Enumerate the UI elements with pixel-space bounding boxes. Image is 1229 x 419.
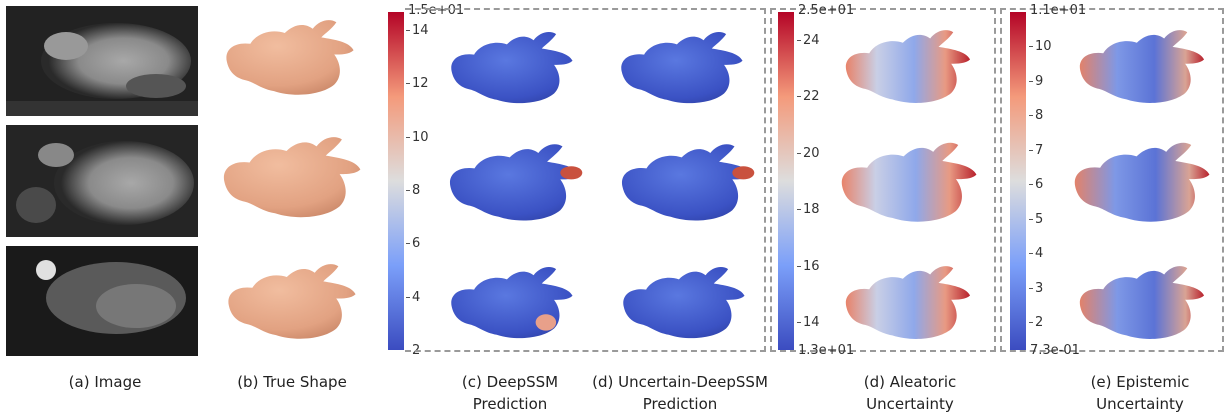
epistemic-colorbar-tick-label: 7: [1035, 143, 1044, 158]
epistemic-colorbar-tick-label: 3: [1035, 281, 1044, 296]
epistemic-colorbar-tick-label: 9: [1035, 74, 1044, 89]
aleatoric-colorbar-bottom-label: 1.3e+01: [798, 343, 855, 358]
prediction-colorbar-tick-label: 10: [412, 130, 429, 145]
prediction-colorbar-tickmark: [406, 83, 410, 84]
caption-epistemic-line1: (e) Epistemic: [1090, 373, 1190, 391]
epistemic-colorbar-top-label: 1.1e+01: [1030, 3, 1087, 18]
caption-uncertain-line2: Prediction: [642, 395, 718, 413]
aleatoric-colorbar-tickmark: [797, 266, 801, 267]
mri-image-2: [6, 125, 198, 237]
epistemic-frame: [1000, 8, 1224, 352]
epistemic-shape-2: [1066, 140, 1214, 232]
aleatoric-colorbar-tick-label: 18: [803, 202, 820, 217]
mri-image-3: [6, 246, 198, 356]
epistemic-colorbar-tick-label: 2: [1035, 315, 1044, 330]
aleatoric-colorbar-top-label: 2.5e+01: [798, 3, 855, 18]
aleatoric-colorbar: [778, 12, 794, 350]
uncertain-deepssm-shape-2: [610, 142, 760, 230]
caption-uncertain-line1: (d) Uncertain-DeepSSM: [592, 373, 768, 391]
epistemic-colorbar-tickmark: [1029, 184, 1033, 185]
epistemic-colorbar-tickmark: [1029, 322, 1033, 323]
true-shape-1: [218, 18, 358, 104]
aleatoric-shape-3: [836, 264, 976, 348]
prediction-colorbar-top-label: 1.5e+01: [408, 3, 465, 18]
epistemic-colorbar-tick-label: 10: [1035, 39, 1052, 54]
epistemic-colorbar-tickmark: [1029, 81, 1033, 82]
aleatoric-colorbar-tickmark: [797, 96, 801, 97]
aleatoric-shape-1: [836, 28, 976, 112]
aleatoric-colorbar-tick-label: 20: [803, 146, 820, 161]
prediction-colorbar-tick-label: 8: [412, 183, 421, 198]
epistemic-shape-3: [1070, 264, 1210, 348]
prediction-colorbar-tick-label: 4: [412, 290, 421, 305]
aleatoric-colorbar-tickmark: [797, 40, 801, 41]
epistemic-colorbar-tickmark: [1029, 288, 1033, 289]
uncertain-deepssm-shape-1: [610, 30, 750, 112]
prediction-colorbar-tickmark: [406, 243, 410, 244]
caption-image: (a) Image: [68, 373, 142, 391]
epistemic-colorbar: [1010, 12, 1026, 350]
prediction-frame: [405, 8, 766, 352]
epistemic-colorbar-tick-label: 5: [1035, 212, 1044, 227]
deepssm-shape-2: [438, 142, 588, 230]
epistemic-colorbar-tick-label: 4: [1035, 246, 1044, 261]
prediction-colorbar-tick-label: 6: [412, 236, 421, 251]
prediction-colorbar-tick-label: 14: [412, 23, 429, 38]
true-shape-3: [220, 262, 360, 348]
epistemic-colorbar-tick-label: 8: [1035, 108, 1044, 123]
prediction-colorbar-tickmark: [406, 30, 410, 31]
deepssm-shape-3: [440, 265, 580, 347]
prediction-colorbar-tickmark: [406, 190, 410, 191]
aleatoric-colorbar-tickmark: [797, 153, 801, 154]
uncertain-deepssm-shape-3: [612, 265, 752, 347]
prediction-colorbar-tick-label: 12: [412, 76, 429, 91]
aleatoric-colorbar-tick-label: 24: [803, 33, 820, 48]
aleatoric-colorbar-tickmark: [797, 209, 801, 210]
epistemic-shape-1: [1070, 28, 1210, 112]
aleatoric-colorbar-tick-label: 22: [803, 89, 820, 104]
caption-aleatoric-line1: (d) Aleatoric: [863, 373, 957, 391]
epistemic-colorbar-tickmark: [1029, 150, 1033, 151]
true-shape-2: [215, 133, 365, 229]
mri-image-1: [6, 6, 198, 116]
epistemic-colorbar-tickmark: [1029, 253, 1033, 254]
caption-deepssm-line2: Prediction: [472, 395, 548, 413]
caption-epistemic-line2: Uncertainty: [1096, 395, 1184, 413]
epistemic-colorbar-bottom-label: 7.3e-01: [1030, 343, 1080, 358]
aleatoric-colorbar-tick-label: 14: [803, 315, 820, 330]
caption-aleatoric-line2: Uncertainty: [866, 395, 954, 413]
epistemic-colorbar-tickmark: [1029, 115, 1033, 116]
caption-deepssm-line1: (c) DeepSSM: [461, 373, 559, 391]
prediction-colorbar-tickmark: [406, 137, 410, 138]
epistemic-colorbar-tickmark: [1029, 46, 1033, 47]
epistemic-colorbar-tickmark: [1029, 219, 1033, 220]
caption-true-shape: (b) True Shape: [237, 373, 347, 391]
prediction-colorbar: [388, 12, 404, 350]
aleatoric-shape-2: [833, 140, 981, 232]
prediction-colorbar-tickmark: [406, 297, 410, 298]
aleatoric-frame: [770, 8, 996, 352]
epistemic-colorbar-tick-label: 6: [1035, 177, 1044, 192]
aleatoric-colorbar-tickmark: [797, 322, 801, 323]
aleatoric-colorbar-tick-label: 16: [803, 259, 820, 274]
deepssm-shape-1: [440, 30, 580, 112]
